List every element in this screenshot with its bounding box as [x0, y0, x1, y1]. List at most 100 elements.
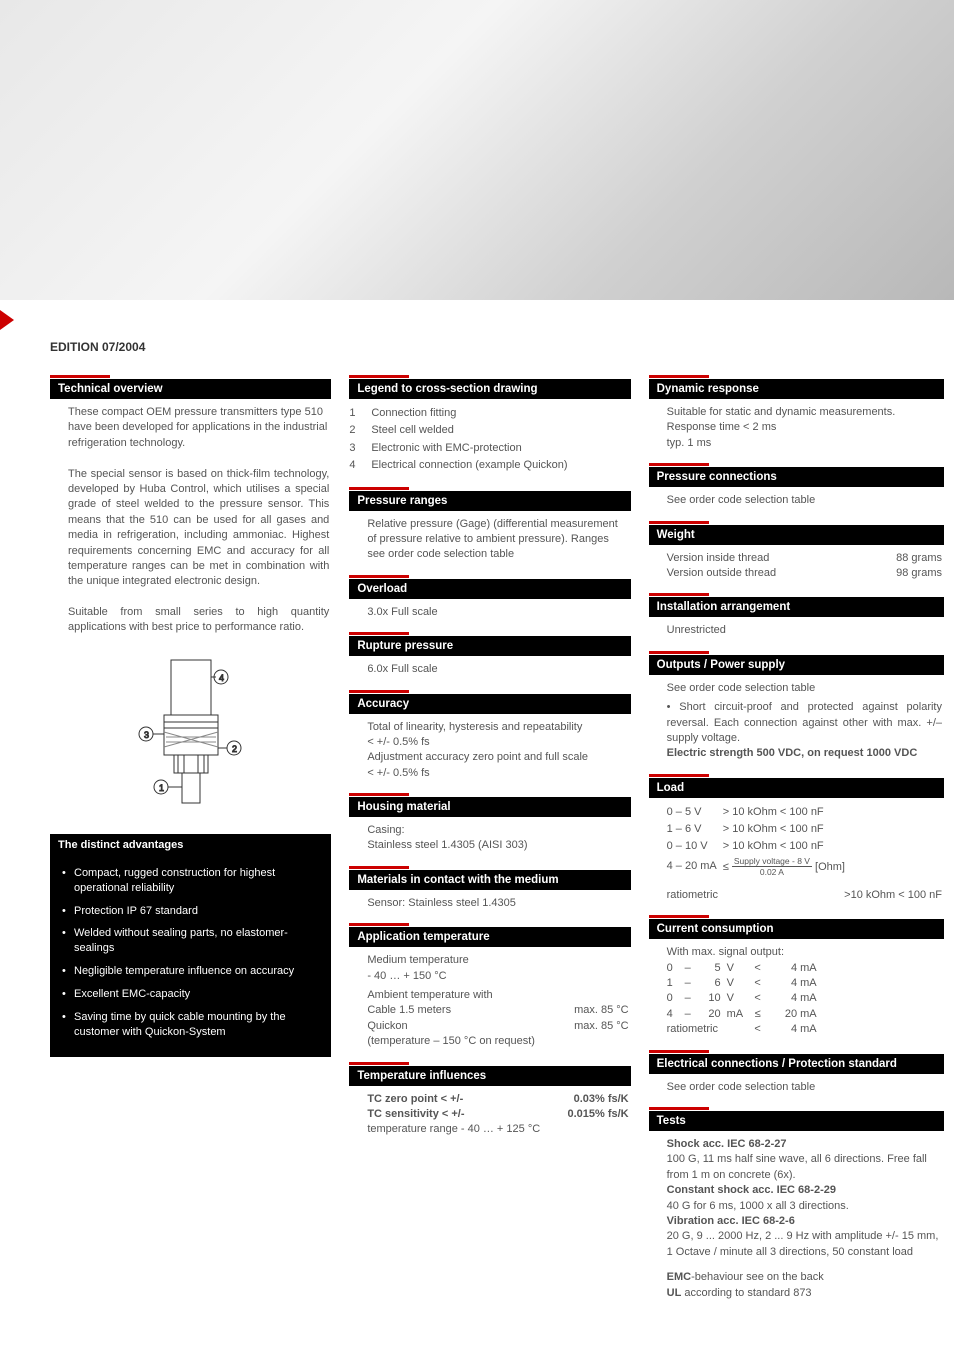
- svg-text:3: 3: [144, 730, 149, 740]
- current-body: With max. signal output: 0–5V<4 mA 1–6V<…: [649, 939, 944, 1043]
- cc-cell: 4 mA: [767, 976, 817, 991]
- temp-infl-value: 0.015% fs/K: [567, 1107, 628, 1122]
- housing-header: Housing material: [349, 797, 630, 817]
- install-header: Installation arrangement: [649, 597, 944, 617]
- accuracy-header: Accuracy: [349, 694, 630, 714]
- tests-footer: according to standard 873: [681, 1287, 811, 1299]
- temp-infl-label: TC zero point < +/-: [367, 1092, 463, 1107]
- leq-symbol: ≤: [723, 861, 729, 873]
- cc-cell: ≤: [749, 1007, 767, 1022]
- accuracy-line: Adjustment accuracy zero point and full …: [367, 750, 628, 765]
- advantage-item: Saving time by quick cable mounting by t…: [62, 1006, 319, 1044]
- cc-cell: V: [721, 976, 749, 991]
- weight-label: Version inside thread: [667, 551, 770, 566]
- advantage-item: Welded without sealing parts, no elastom…: [62, 922, 319, 960]
- tests-footer-bold: EMC: [667, 1271, 691, 1283]
- temp-infl-header: Temperature influences: [349, 1066, 630, 1086]
- app-temp-body: Medium temperature - 40 … + 150 °C Ambie…: [349, 947, 630, 1055]
- dynamic-header: Dynamic response: [649, 379, 944, 399]
- materials-header: Materials in contact with the medium: [349, 870, 630, 890]
- temp-infl-body: TC zero point < +/-0.03% fs/K TC sensiti…: [349, 1086, 630, 1144]
- legend-body: 1Connection fitting 2Steel cell welded 3…: [349, 399, 630, 481]
- legend-num: 1: [349, 406, 361, 421]
- advantages-list: Compact, rugged construction for highest…: [50, 856, 331, 1058]
- tests-subhead: Shock acc. IEC 68-2-27: [667, 1137, 942, 1152]
- housing-body: Casing: Stainless steel 1.4305 (AISI 303…: [349, 817, 630, 860]
- tests-text: 100 G, 11 ms half sine wave, all 6 direc…: [667, 1152, 942, 1183]
- column-1: Technical overview These compact OEM pre…: [50, 369, 331, 1307]
- dynamic-line: Suitable for static and dynamic measurem…: [667, 405, 942, 420]
- elec-conn-body: See order code selection table: [649, 1074, 944, 1101]
- cc-cell: ratiometric: [667, 1022, 749, 1037]
- cc-cell: –: [681, 961, 695, 976]
- legend-text: Electronic with EMC-protection: [371, 441, 521, 456]
- app-temp-line: Medium temperature: [367, 953, 628, 968]
- outputs-line: Electric strength 500 VDC, on request 10…: [667, 746, 942, 761]
- svg-text:2: 2: [232, 744, 237, 754]
- fraction-numerator: Supply voltage - 8 V: [732, 857, 812, 868]
- cc-cell: 0: [667, 961, 681, 976]
- load-ratio-value: >10 kOhm < 100 nF: [844, 888, 942, 903]
- elec-conn-header: Electrical connections / Protection stan…: [649, 1054, 944, 1074]
- load-value: > 10 kOhm < 100 nF: [723, 838, 851, 855]
- housing-line: Casing:: [367, 823, 628, 838]
- app-temp-value: max. 85 °C: [574, 1019, 629, 1034]
- cc-cell: V: [721, 991, 749, 1006]
- cc-cell: 4 mA: [767, 991, 817, 1006]
- cc-cell: 0: [667, 991, 681, 1006]
- technical-overview-body: These compact OEM pressure transmitters …: [50, 399, 331, 642]
- advantage-item: Excellent EMC-capacity: [62, 983, 319, 1006]
- load-value: > 10 kOhm < 100 nF: [723, 804, 851, 821]
- cc-cell: –: [681, 991, 695, 1006]
- tests-text: 40 G for 6 ms, 1000 x all 3 directions.: [667, 1199, 942, 1214]
- hero-image: [0, 0, 954, 300]
- load-formula: ≤ Supply voltage - 8 V 0.02 A [Ohm]: [723, 856, 851, 878]
- column-3: Dynamic response Suitable for static and…: [649, 369, 944, 1307]
- dynamic-line: Response time < 2 ms: [667, 420, 942, 435]
- outputs-line: • Short circuit-proof and protected agai…: [667, 700, 942, 746]
- temp-infl-label: TC sensitivity < +/-: [367, 1107, 464, 1122]
- app-temp-header: Application temperature: [349, 927, 630, 947]
- cc-cell: 4 mA: [767, 1022, 817, 1037]
- column-2: Legend to cross-section drawing 1Connect…: [349, 369, 630, 1307]
- tests-text: 20 G, 9 ... 2000 Hz, 2 ... 9 Hz with amp…: [667, 1229, 942, 1260]
- cc-cell: <: [749, 961, 767, 976]
- advantage-item: Negligible temperature influence on accu…: [62, 960, 319, 983]
- accuracy-line: < +/- 0.5% fs: [367, 766, 628, 781]
- fraction-denominator: 0.02 A: [732, 867, 812, 877]
- cc-cell: –: [681, 1007, 695, 1022]
- overload-body: 3.0x Full scale: [349, 599, 630, 626]
- pressure-ranges-body: Relative pressure (Gage) (differential m…: [349, 511, 630, 569]
- press-conn-header: Pressure connections: [649, 467, 944, 487]
- weight-label: Version outside thread: [667, 566, 776, 581]
- load-range: 0 – 5 V: [667, 804, 723, 821]
- cc-cell: 20: [695, 1007, 721, 1022]
- materials-body: Sensor: Stainless steel 1.4305: [349, 890, 630, 917]
- outputs-header: Outputs / Power supply: [649, 655, 944, 675]
- svg-text:4: 4: [219, 673, 224, 683]
- cc-cell: 10: [695, 991, 721, 1006]
- cc-cell: mA: [721, 1007, 749, 1022]
- advantage-item: Compact, rugged construction for highest…: [62, 862, 319, 900]
- cc-cell: <: [749, 991, 767, 1006]
- legend-num: 3: [349, 441, 361, 456]
- app-temp-line: (temperature – 150 °C on request): [367, 1034, 628, 1049]
- load-range: 4 – 20 mA: [667, 856, 723, 878]
- legend-text: Steel cell welded: [371, 423, 454, 438]
- cc-cell: V: [721, 961, 749, 976]
- outputs-body: See order code selection table • Short c…: [649, 675, 944, 768]
- tech-p3: Suitable from small series to high quant…: [68, 605, 329, 636]
- load-ratio-label: ratiometric: [667, 888, 718, 903]
- accuracy-line: < +/- 0.5% fs: [367, 735, 628, 750]
- load-range: 0 – 10 V: [667, 838, 723, 855]
- tests-header: Tests: [649, 1111, 944, 1131]
- tests-footer: -behaviour see on the back: [691, 1271, 824, 1283]
- current-header: Current consumption: [649, 919, 944, 939]
- play-icon: [0, 310, 14, 330]
- housing-line: Stainless steel 1.4305 (AISI 303): [367, 838, 628, 853]
- weight-body: Version inside thread88 grams Version ou…: [649, 545, 944, 588]
- current-lead: With max. signal output:: [667, 945, 942, 960]
- tests-subhead: Vibration acc. IEC 68-2-6: [667, 1214, 942, 1229]
- outputs-line: See order code selection table: [667, 681, 942, 696]
- cc-cell: 5: [695, 961, 721, 976]
